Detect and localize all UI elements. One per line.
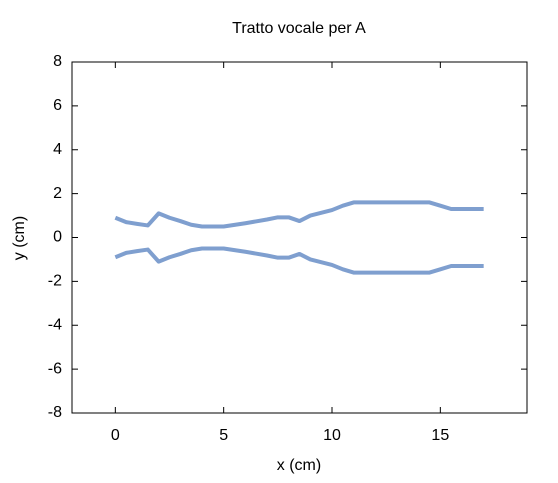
x-tick-label: 0 [111,427,120,444]
y-tick-label: -2 [48,273,62,290]
y-tick-label: -8 [48,404,62,421]
chart-title: Tratto vocale per A [232,20,366,37]
x-tick-label: 15 [431,427,449,444]
y-tick-label: 6 [53,97,62,114]
plot-border [71,61,528,414]
y-tick-label: 8 [53,53,62,70]
y-tick-label: -4 [48,316,62,333]
x-tick-label: 5 [219,427,228,444]
data-line [114,246,484,275]
y-tick-label: -6 [48,360,62,377]
x-tick-label: 10 [323,427,341,444]
y-tick-label: 4 [53,141,62,158]
x-axis-label: x (cm) [277,457,321,474]
data-line [114,200,484,229]
y-axis-label: y (cm) [11,216,28,260]
y-tick-label: 2 [53,185,62,202]
y-tick-label: 0 [53,229,62,246]
